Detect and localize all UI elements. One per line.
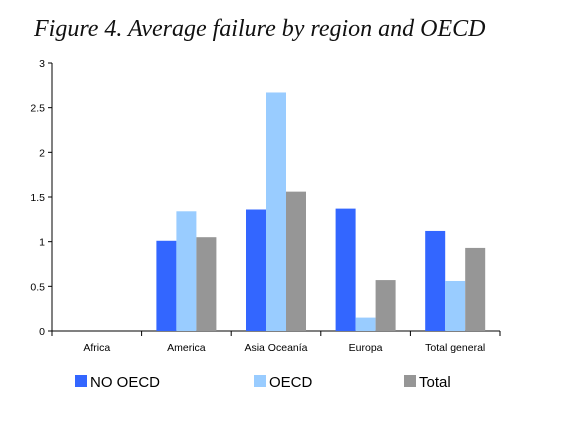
bar bbox=[176, 211, 197, 331]
y-tick-label: 0 bbox=[39, 326, 45, 338]
y-tick-label: 2 bbox=[39, 147, 45, 159]
y-tick-label: 1 bbox=[39, 237, 45, 249]
bar bbox=[266, 92, 286, 331]
legend-label: OECD bbox=[269, 374, 313, 391]
legend-swatch bbox=[254, 375, 266, 387]
labels: 0 0.5 1 1.5 2 2.5 3 Africa America Asia Oceanía Eu… bbox=[30, 58, 485, 354]
bar bbox=[375, 280, 396, 331]
bars bbox=[156, 92, 486, 331]
x-tick-label: Asia Oceanía bbox=[244, 342, 307, 354]
bar bbox=[286, 191, 306, 331]
bar bbox=[335, 208, 356, 331]
x-tick-label: Europa bbox=[349, 342, 383, 354]
bar bbox=[445, 280, 466, 331]
y-tick-label: 1.5 bbox=[30, 192, 45, 204]
y-tick-label: 3 bbox=[39, 58, 45, 70]
bar bbox=[425, 230, 446, 331]
chart-title: Figure 4. Average failure by region and … bbox=[34, 16, 486, 42]
legend-label: Total bbox=[419, 374, 451, 391]
y-tick-label: 2.5 bbox=[30, 103, 45, 115]
legend: NO OECD OECD Total bbox=[75, 374, 451, 391]
bar bbox=[246, 209, 266, 331]
bar bbox=[465, 247, 486, 331]
x-tick-label: Total general bbox=[425, 342, 485, 354]
legend-swatch bbox=[75, 375, 87, 387]
x-tick-label: Africa bbox=[83, 342, 110, 354]
bar bbox=[355, 317, 376, 331]
bar bbox=[156, 240, 177, 331]
legend-label: NO OECD bbox=[90, 374, 160, 391]
x-tick-label: America bbox=[167, 342, 206, 354]
legend-swatch bbox=[404, 375, 416, 387]
y-tick-label: 0.5 bbox=[30, 281, 45, 293]
bar bbox=[196, 237, 217, 331]
